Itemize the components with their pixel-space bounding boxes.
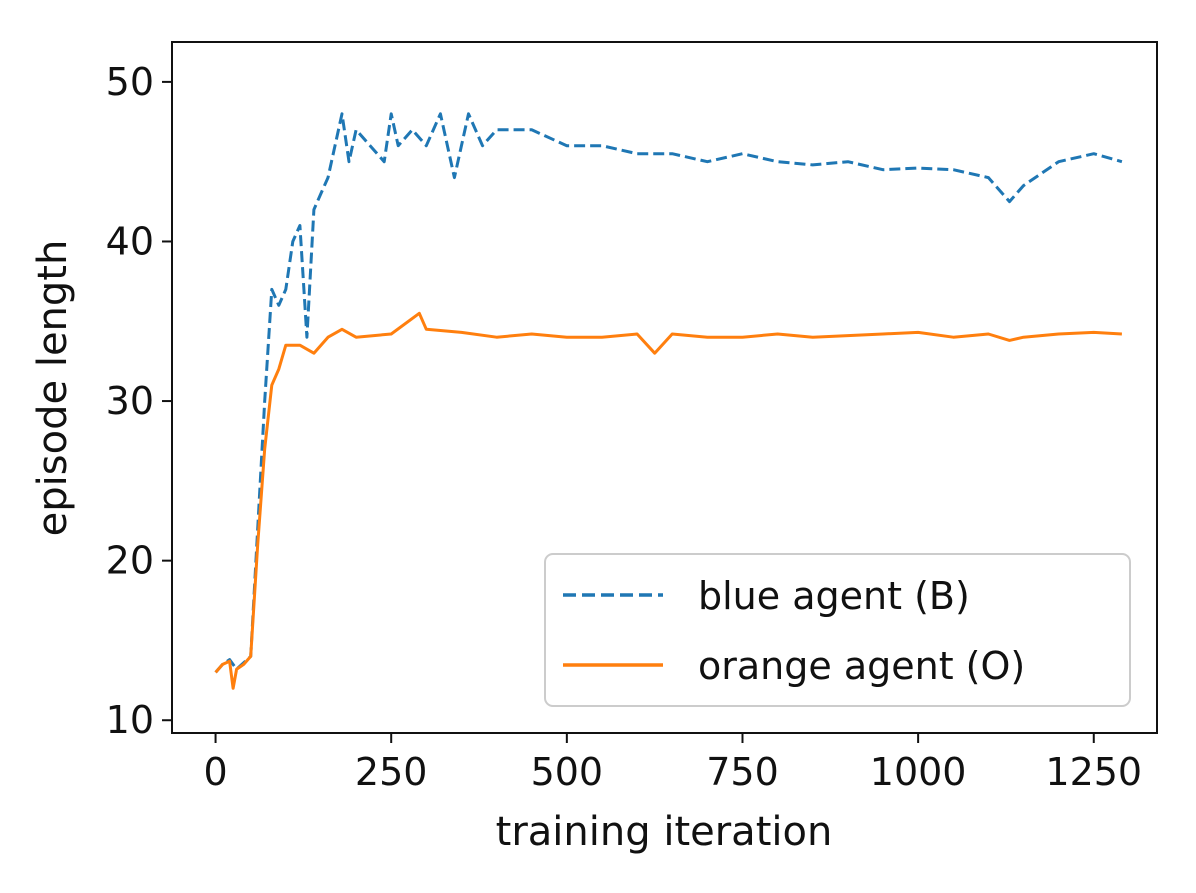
x-tick-label: 250: [355, 750, 428, 794]
y-tick-label: 40: [106, 219, 154, 263]
y-tick-label: 30: [106, 379, 154, 423]
plot-frame: [171, 41, 1158, 734]
legend-box: [544, 553, 1131, 707]
y-tick-label: 50: [106, 60, 154, 104]
legend-label-orange: orange agent (O): [698, 644, 1025, 688]
legend-label-blue: blue agent (B): [698, 574, 970, 618]
y-axis-title: episode length: [30, 240, 76, 537]
series-line-orange: [214, 311, 1122, 690]
x-tick-label: 1250: [1045, 750, 1142, 794]
x-tick-label: 500: [531, 750, 604, 794]
axis-ticks: 0 250 500 750 1000 1250 10 20 30 40 50: [106, 60, 1142, 794]
legend: blue agent (B) orange agent (O): [544, 553, 1131, 707]
x-axis-title: training iteration: [496, 809, 833, 855]
x-tick-label: 750: [706, 750, 779, 794]
plot-lines: [214, 112, 1123, 690]
series-line-blue: [214, 112, 1123, 674]
x-tick-label: 1000: [870, 750, 967, 794]
x-tick-label: 0: [203, 750, 227, 794]
y-tick-label: 10: [106, 698, 154, 742]
y-tick-label: 20: [106, 539, 154, 583]
